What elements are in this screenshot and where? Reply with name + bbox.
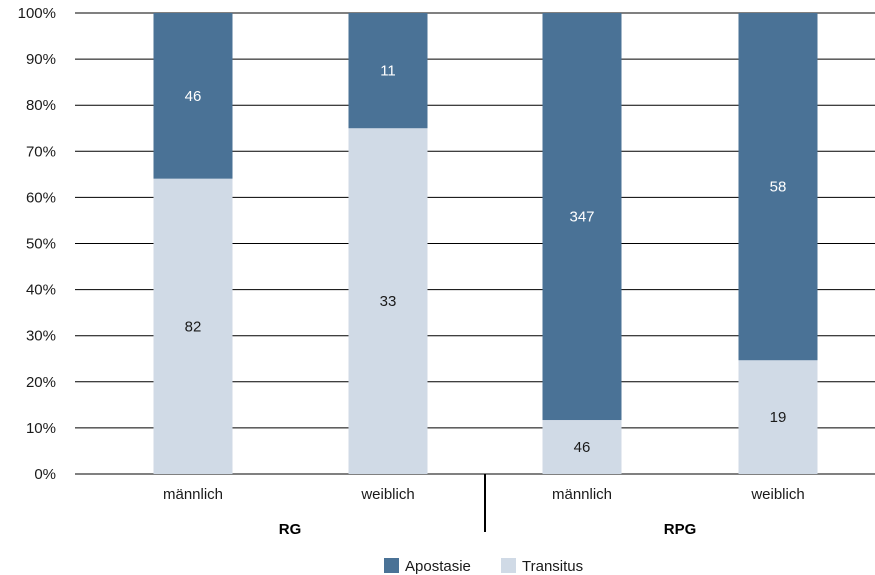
x-category-label: weiblich <box>360 486 414 503</box>
y-tick-label: 10% <box>26 420 56 437</box>
data-label-apostasie: 46 <box>185 88 202 105</box>
x-category-label: männlich <box>163 486 223 503</box>
bar-apostasie <box>738 13 818 361</box>
y-tick-label: 40% <box>26 282 56 299</box>
y-tick-label: 50% <box>26 236 56 253</box>
bar-transitus <box>348 128 428 474</box>
y-tick-label: 70% <box>26 143 56 160</box>
bar-apostasie <box>348 13 428 129</box>
x-category-label: weiblich <box>750 486 804 503</box>
y-tick-label: 90% <box>26 51 56 68</box>
y-axis-ticks: 0% 10% 20% 30% 40% 50% 60% 70% 80% 90% 100% <box>18 5 56 483</box>
y-tick-label: 20% <box>26 374 56 391</box>
legend: Apostasie Transitus <box>384 558 583 575</box>
data-label-transitus: 33 <box>380 293 397 310</box>
data-label-apostasie: 11 <box>380 63 396 80</box>
x-category-label: männlich <box>552 486 612 503</box>
y-tick-label: 30% <box>26 328 56 345</box>
group-label: RG <box>279 521 302 538</box>
y-tick-label: 60% <box>26 189 56 206</box>
legend-label: Transitus <box>522 558 583 575</box>
bar-apostasie <box>542 13 622 421</box>
legend-swatch <box>384 558 399 573</box>
data-label-transitus: 46 <box>574 439 591 456</box>
bars: 82 46 33 11 46 347 19 58 <box>153 13 818 474</box>
data-label-apostasie: 347 <box>569 209 594 226</box>
data-label-transitus: 19 <box>770 409 787 426</box>
data-label-apostasie: 58 <box>770 179 787 196</box>
bar-transitus <box>542 420 622 474</box>
bar-transitus <box>153 178 233 474</box>
x-axis-labels: männlich weiblich männlich weiblich RG RPG <box>163 474 805 538</box>
data-label-transitus: 82 <box>185 318 202 335</box>
y-tick-label: 80% <box>26 97 56 114</box>
group-label: RPG <box>664 521 697 538</box>
bar-transitus <box>738 360 818 474</box>
legend-swatch <box>501 558 516 573</box>
y-tick-label: 100% <box>18 5 56 22</box>
legend-label: Apostasie <box>405 558 471 575</box>
y-tick-label: 0% <box>34 466 56 483</box>
bar-apostasie <box>153 13 233 179</box>
